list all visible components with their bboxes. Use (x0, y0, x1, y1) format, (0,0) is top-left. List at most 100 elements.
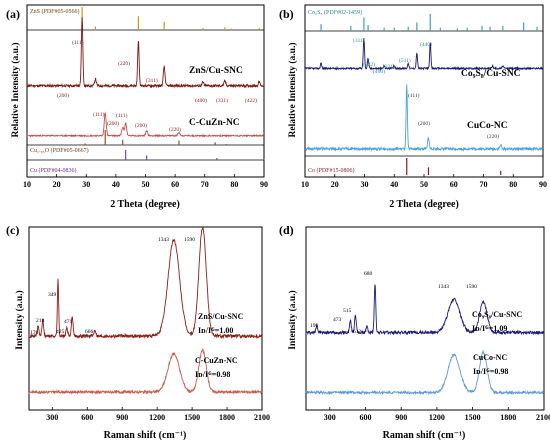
x-tick-label: 600 (81, 413, 93, 422)
panel-b-hkl-440: (440) (420, 41, 432, 48)
c-cuzn-nc-raman (28, 348, 263, 395)
panel-b-hkl-co-200: (200) (418, 120, 430, 127)
x-tick-label: 90 (260, 180, 268, 189)
panel-a: (a) Relative Intensity (a.u.) ZnS (PDF#0… (6, 4, 268, 210)
panel-b-reference-sticks (320, 14, 538, 175)
panel-a-letter: (a) (6, 7, 20, 21)
panel-c-series-label-cuzn: C-CuZn-NC (195, 356, 238, 365)
panel-b-series-label-cuco: CuCo-NC (467, 121, 508, 131)
panel-b-hkl-311: (311) (353, 37, 365, 44)
panel-c-peak-178: 178 (30, 330, 39, 336)
panel-d-xlabel: Raman shift (cm⁻¹) (383, 430, 466, 441)
panel-c-peak-218: 218 (36, 318, 45, 324)
panel-a-ref-mid-label: Cu₁.₉₅O (PDF#05-0667) (30, 147, 89, 154)
panel-c-ratio-zns: Iᴅ/Iᴳ=1.00 (198, 326, 233, 335)
zns-cu-snc-raman (28, 227, 263, 340)
panel-d-peak-190: 190 (310, 323, 319, 329)
panel-a-hkl-cu-200: (200) (135, 122, 147, 129)
panel-c-peak-1590: 1590 (184, 237, 195, 243)
x-tick-label: 30 (361, 180, 369, 189)
x-tick-label: 1800 (500, 413, 516, 422)
cuco-nc-raman (305, 349, 545, 396)
co9s8-cu-snc-pattern (304, 38, 544, 71)
x-tick-label: 900 (116, 413, 128, 422)
x-tick-label: 40 (112, 180, 120, 189)
co9s8-cu-snc-raman (305, 284, 545, 336)
x-tick-label: 60 (171, 180, 179, 189)
x-tick-label: 30 (82, 180, 90, 189)
panel-a-xlabel: 2 Theta (degree) (110, 199, 180, 210)
panel-d-spectra (305, 284, 545, 396)
panel-d-frame (305, 226, 545, 411)
x-tick-label: 1200 (149, 413, 165, 422)
panel-d-peak-680: 680 (364, 271, 373, 277)
x-tick-label: 40 (390, 180, 398, 189)
panel-a-x-ticks: 10 20 30 40 50 60 70 80 90 (23, 174, 268, 189)
x-tick-label: 1500 (465, 413, 481, 422)
panel-d-peak-473: 473 (333, 317, 342, 323)
panel-a-hkl-cu2o-111: (111) (93, 111, 105, 118)
panel-c-peak-666: 666 (85, 329, 94, 335)
panel-c: (c) Intensity (a.u.) ZnS/Cu-SNC Iᴅ/Iᴳ=1.… (6, 223, 270, 441)
x-tick-label: 2100 (536, 413, 550, 422)
panel-d-ratio-cuco: Iᴅ/Iᴳ=0.98 (473, 367, 508, 376)
panel-a-hkl-cu-220: (220) (169, 126, 181, 133)
panel-a-hkl-cu2o-200: (200) (107, 120, 119, 127)
zns-cu-snc-pattern (26, 17, 265, 89)
panel-a-hkl-331: (331) (216, 97, 228, 104)
panel-a-hkl-cu-111: (111) (116, 112, 128, 119)
panel-d-ratio-co9s8: Iᴅ/Iᴳ=1.09 (472, 324, 507, 333)
panel-c-peak-425: 425 (56, 329, 65, 335)
panel-b-hkl-400: (400) (373, 68, 385, 75)
x-tick-label: 1800 (219, 413, 235, 422)
panel-c-frame (28, 226, 263, 411)
panel-c-spectra (28, 227, 263, 395)
panel-b-hkl-co-220: (220) (487, 133, 499, 140)
panel-a-hkl-111: (111) (72, 39, 84, 46)
panel-b-hkl-511: (511) (399, 57, 411, 64)
panel-a-hkl-311: (311) (146, 77, 158, 84)
panel-a-series-label-cuzn: C-CuZn-NC (189, 118, 240, 128)
panel-b-letter: (b) (279, 7, 294, 21)
panel-d-peak-1343: 1343 (438, 284, 449, 290)
panel-c-series-label-zns: ZnS/Cu-SNC (198, 312, 244, 321)
panel-c-peak-1343: 1343 (158, 237, 169, 243)
cuco-nc-pattern (304, 84, 544, 152)
panel-b-hkl-222: (222) (363, 61, 375, 68)
x-tick-label: 2100 (254, 413, 270, 422)
x-tick-label: 70 (201, 180, 209, 189)
panel-c-xlabel: Raman shift (cm⁻¹) (104, 430, 187, 441)
panel-b-x-ticks: 10 20 30 40 50 60 70 80 90 (301, 174, 547, 189)
panel-d-letter: (d) (279, 223, 294, 237)
panel-b-patterns (304, 38, 544, 152)
panel-b-xlabel: 2 Theta (degree) (389, 199, 459, 210)
x-tick-label: 70 (480, 180, 488, 189)
panel-c-x-ticks: 300 600 900 1200 1500 1800 2100 (46, 407, 270, 422)
panel-b: (b) Relative Intensity (a.u.) Co₉S₈ (PDF… (279, 4, 547, 210)
x-tick-label: 60 (450, 180, 458, 189)
c-cuzn-nc-pattern (26, 111, 265, 138)
panel-c-peak-349: 349 (48, 292, 57, 298)
panel-d-peak-1590: 1590 (466, 284, 477, 290)
panel-a-ylabel: Relative Intensity (a.u.) (10, 43, 21, 138)
panel-b-ref-bottom-label: Co (PDF#15-0806) (308, 167, 355, 174)
panel-d-series-label-co9s8: Co₉S₈/Cu-SNC (472, 310, 522, 319)
panel-a-series-label-zns: ZnS/Cu-SNC (189, 66, 243, 76)
panel-d-peak-612: 612 (353, 329, 362, 335)
x-tick-label: 900 (395, 413, 407, 422)
panel-a-patterns (26, 17, 265, 138)
panel-b-ref-top-label: Co₉S₈ (PDF#02-1459) (308, 9, 362, 16)
panel-a-hkl-200: (200) (57, 92, 69, 99)
panel-a-ref-bottom-label: Cu (PDF#04-0836) (30, 167, 77, 174)
panel-c-peak-471: 471 (64, 319, 73, 325)
panel-a-ref-top-label: ZnS (PDF#05-0566) (30, 8, 80, 15)
x-tick-label: 20 (331, 180, 339, 189)
x-tick-label: 50 (420, 180, 428, 189)
panel-d-x-ticks: 300 600 900 1200 1500 1800 2100 (324, 407, 550, 422)
panel-a-hkl-220: (220) (118, 60, 130, 67)
panel-b-ylabel: Relative Intensity (a.u.) (287, 43, 298, 138)
x-tick-label: 50 (142, 180, 150, 189)
x-tick-label: 300 (46, 413, 58, 422)
panel-c-ylabel: Intensity (a.u.) (14, 290, 25, 349)
